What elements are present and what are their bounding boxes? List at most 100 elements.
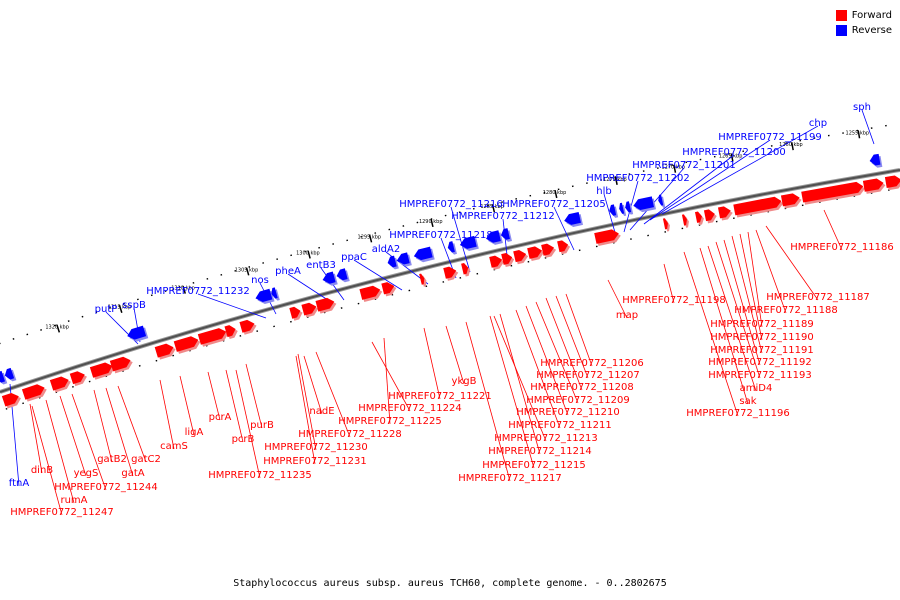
tick-mark (430, 218, 434, 228)
gene-body (289, 306, 301, 319)
gene-label-ppac: ppaC (341, 252, 367, 263)
gene-body (322, 271, 336, 284)
gene-label-pcrb: pcrB (232, 434, 255, 445)
leader-line (159, 379, 175, 450)
leader-line (629, 167, 685, 231)
tick-mark (307, 250, 311, 259)
gene-body (717, 206, 731, 219)
leader-line (207, 371, 221, 421)
leader-line (59, 395, 87, 477)
strand-legend: Forward Reverse (835, 8, 892, 38)
leader-line (383, 337, 391, 425)
gene-label-hmpref0772-11206: HMPREF0772_11206 (540, 358, 643, 369)
forward-gene-arrow (681, 214, 689, 228)
reverse-gene-arrow (658, 194, 666, 208)
gene-label-hmpref0772-11188: HMPREF0772_11188 (734, 305, 837, 316)
leader-line (489, 315, 535, 469)
gene-label-purb: purB (250, 420, 274, 431)
gene-label-ruma: rumA (60, 495, 87, 506)
leader-line (450, 206, 471, 273)
leader-line (371, 341, 411, 412)
gene-body (224, 325, 236, 338)
leader-line (715, 241, 761, 379)
leader-line (179, 375, 195, 436)
leader-line (683, 251, 739, 417)
gene-body (301, 302, 317, 316)
forward-gene-arrow (419, 273, 427, 287)
gene-label-hmpref0772-11208: HMPREF0772_11208 (530, 382, 633, 393)
gene-body (1, 392, 19, 407)
forward-gene-arrow (49, 376, 71, 393)
gene-body (609, 204, 617, 216)
gene-body (69, 371, 85, 385)
gene-label-hmpref0772-11228: HMPREF0772_11228 (298, 429, 401, 440)
gene-label-hmpref0772-11209: HMPREF0772_11209 (526, 395, 629, 406)
gene-label-hlb: hlb (596, 186, 611, 197)
leader-line (515, 309, 561, 429)
gene-body (239, 319, 255, 333)
gene-body (513, 250, 527, 263)
reverse-gene-arrow (127, 325, 149, 342)
gene-label-sph: sph (853, 102, 871, 113)
leader-line (649, 139, 771, 221)
leader-line (731, 235, 763, 354)
gene-label-entb3: entB3 (306, 260, 336, 271)
reverse-swatch (835, 25, 847, 36)
tick-mark (790, 142, 794, 151)
gene-label-hmpref0772-11205: HMPREF0772_11205 (502, 199, 605, 210)
tick-label: 1275 kbp (603, 177, 627, 183)
gene-body (564, 212, 581, 225)
gene-body (443, 266, 457, 279)
gene-body (658, 194, 664, 206)
gene-label-hmpref0772-11191: HMPREF0772_11191 (710, 345, 813, 356)
leader-line (723, 239, 761, 366)
legend-forward: Forward (835, 8, 892, 23)
gene-body (461, 263, 469, 275)
leader-line (525, 305, 569, 416)
leader-line (663, 263, 675, 304)
kbp-ticks: 1255 kbp 1260 kbp 1265 kbp 1270 kbp 1275 kbp… (45, 130, 869, 333)
leader-line (535, 301, 579, 404)
gene-body (255, 288, 273, 303)
gene-body (619, 202, 625, 214)
leader-line (823, 209, 843, 251)
gene-body (315, 297, 335, 312)
leader-line (297, 353, 317, 451)
reverse-gene-arrow (0, 370, 8, 385)
forward-gene-arrow (501, 253, 515, 267)
reverse-gene-arrow (625, 201, 634, 215)
forward-gene-arrow (461, 263, 471, 277)
reverse-gene-arrow (619, 202, 627, 217)
forward-gene-arrow (733, 196, 784, 218)
tick-label: 1260 kbp (779, 142, 803, 148)
forward-gene-arrow (289, 306, 303, 321)
leader-line (755, 229, 787, 314)
gene-body (662, 218, 668, 230)
gene-label-hmpref0772-11207: HMPREF0772_11207 (536, 370, 639, 381)
gene-label-hmpref0772-11224: HMPREF0772_11224 (358, 403, 461, 414)
gene-label-hmpref0772-11218: HMPREF0772_11218 (389, 230, 492, 241)
leader-line (105, 387, 134, 477)
legend-forward-label: Forward (851, 10, 892, 21)
gene-body (485, 230, 501, 243)
tick-mark (857, 130, 861, 139)
gene-label-gatc2: gatC2 (131, 454, 161, 465)
reverse-gene-arrow (387, 255, 399, 270)
tick-label: 1290 kbp (419, 219, 443, 225)
gene-body (801, 181, 864, 203)
leader-line (661, 125, 819, 215)
forward-gene-arrow (513, 250, 529, 265)
gene-label-gatb2: gatB2 (97, 454, 127, 465)
reverse-gene-arrow (869, 153, 883, 168)
gene-label-hmpref0772-11244: HMPREF0772_11244 (54, 482, 157, 493)
tick-mark (614, 176, 618, 185)
tick-mark (554, 189, 558, 199)
tick-mark (245, 267, 250, 276)
gene-label-phea: pheA (275, 266, 301, 277)
gene-label-hmpref0772-11190: HMPREF0772_11190 (710, 332, 813, 343)
leader-line (31, 405, 63, 516)
tick-label: 1280 kbp (543, 190, 567, 196)
genome-backbone (0, 123, 900, 410)
gene-body (127, 325, 147, 340)
